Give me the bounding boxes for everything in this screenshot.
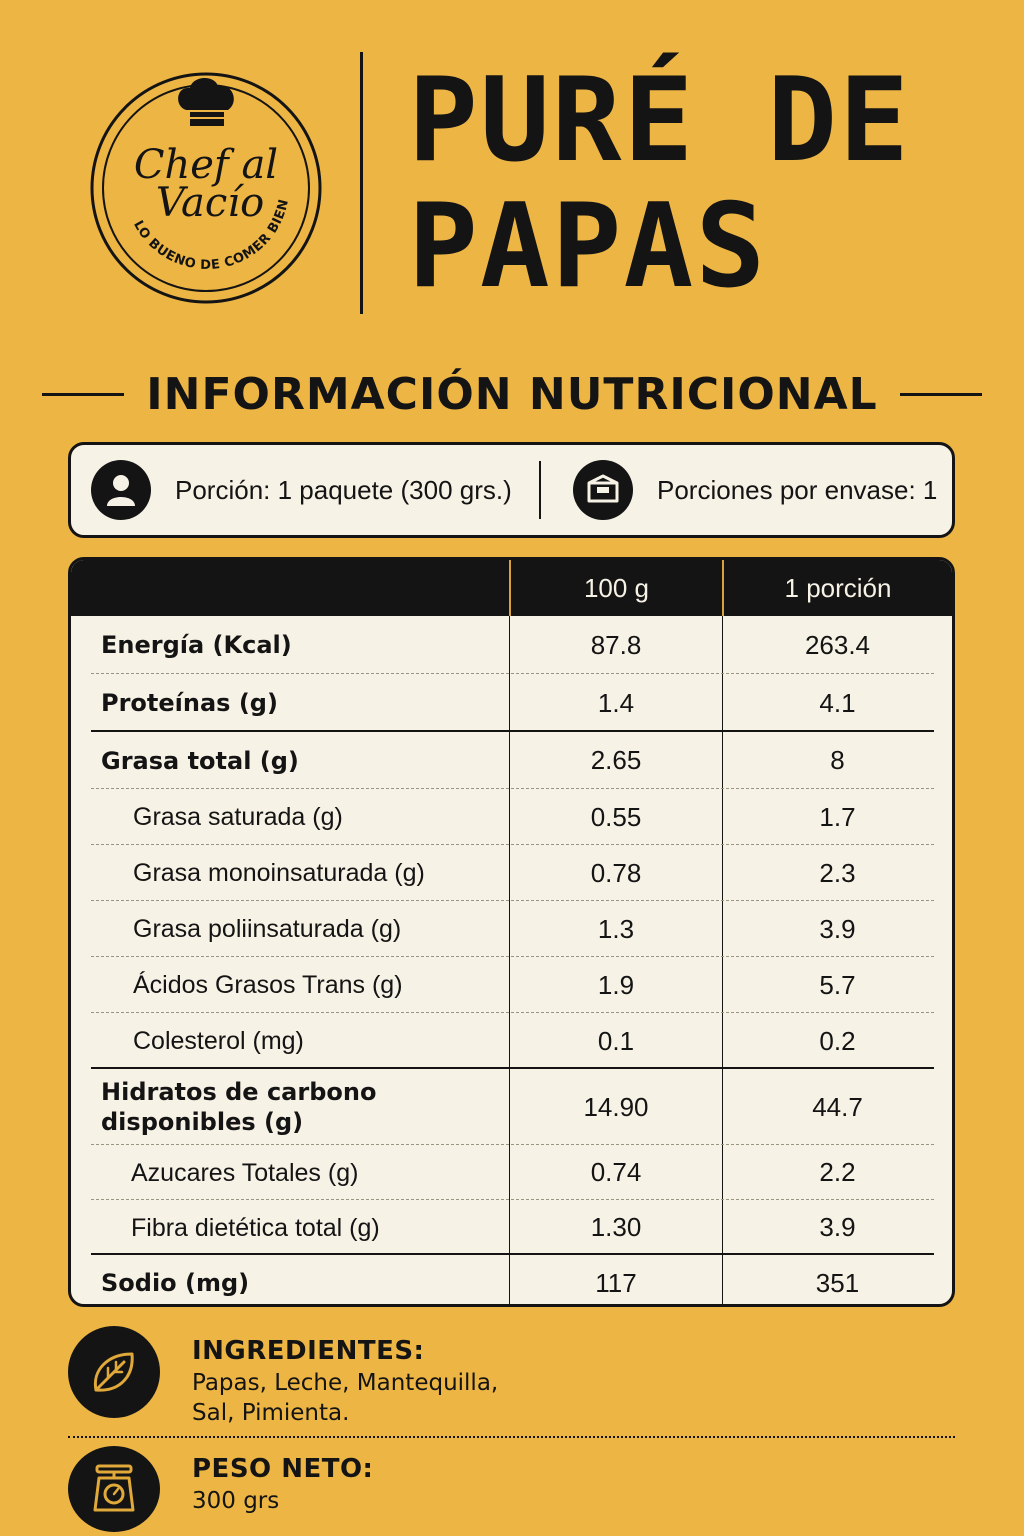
table-row: Grasa total (g) 2.65 8: [71, 732, 952, 789]
nutrient-label: Colesterol (mg): [133, 1027, 304, 1055]
footer-divider: [68, 1436, 955, 1438]
value-per-100g: 1.9: [509, 957, 722, 1013]
chef-hat-icon: [178, 77, 234, 126]
nutrient-label: Grasa total (g): [101, 746, 299, 775]
table-row: Energía (Kcal) 87.8 263.4: [71, 616, 952, 674]
value-per-portion: 3.9: [722, 901, 952, 957]
net-weight-section: PESO NETO: 300 grs: [68, 1446, 373, 1532]
section-heading: INFORMACIÓN NUTRICIONAL: [0, 364, 1024, 424]
heading-rule-left: [42, 392, 125, 396]
value-per-portion: 3.9: [722, 1200, 952, 1255]
nutrient-label: Proteínas (g): [101, 689, 278, 717]
value-per-portion: 2.2: [722, 1145, 952, 1200]
table-row: Grasa poliinsaturada (g) 1.3 3.9: [71, 901, 952, 957]
value-per-100g: 14.90: [509, 1069, 722, 1145]
heading-rule-right: [899, 392, 982, 396]
ingredients-line1: Papas, Leche, Mantequilla,: [192, 1370, 499, 1396]
logo-seal: Chef al Vacío LO BUENO DE COMER BIEN: [90, 72, 322, 304]
nutrient-label: Energía (Kcal): [101, 631, 292, 659]
net-weight-value: 300 grs: [192, 1488, 280, 1514]
value-per-100g: 1.3: [509, 901, 722, 957]
ingredients-title: INGREDIENTES:: [192, 1336, 425, 1366]
logo-script-line2: Vacío: [156, 180, 264, 226]
table-row: Grasa saturada (g) 0.55 1.7: [71, 789, 952, 845]
nutrient-label: Grasa saturada (g): [133, 803, 343, 831]
value-per-portion: 2.3: [722, 845, 952, 901]
header-divider: [360, 52, 363, 314]
ingredients-section: INGREDIENTES: Papas, Leche, Mantequilla,…: [68, 1326, 498, 1428]
nutrient-label: Ácidos Grasos Trans (g): [133, 971, 403, 999]
table-row: Azucares Totales (g) 0.74 2.2: [71, 1145, 952, 1200]
value-per-100g: 1.4: [509, 674, 722, 732]
value-per-100g: 0.55: [509, 789, 722, 845]
net-weight-title: PESO NETO:: [192, 1454, 374, 1484]
nutrient-label: Azucares Totales (g): [131, 1158, 359, 1187]
ingredients-line2: Sal, Pimienta.: [192, 1400, 350, 1426]
value-per-portion: 4.1: [722, 674, 952, 732]
header-per-100g: 100 g: [509, 560, 722, 616]
value-per-portion: 351: [722, 1255, 952, 1304]
nutrition-table: 100 g 1 porción Energía (Kcal) 87.8 263.…: [68, 557, 955, 1307]
product-title: PURÉ DE PAPAS: [408, 58, 1008, 310]
nutrient-label: Grasa monoinsaturada (g): [133, 859, 425, 887]
header-per-portion: 1 porción: [722, 560, 952, 616]
value-per-100g: 117: [509, 1255, 722, 1304]
nutrient-label: Fibra dietética total (g): [131, 1213, 380, 1242]
value-per-100g: 87.8: [509, 616, 722, 674]
person-icon: [91, 460, 151, 520]
nutrient-label: Sodio (mg): [101, 1269, 250, 1297]
header-label-cell: [71, 560, 509, 616]
value-per-100g: 0.74: [509, 1145, 722, 1200]
table-row: Sodio (mg) 117 351: [71, 1255, 952, 1304]
portions-per-pack-item: Porciones por envase: 1: [573, 445, 937, 535]
table-row: Proteínas (g) 1.4 4.1: [71, 674, 952, 732]
brand-logo: Chef al Vacío LO BUENO DE COMER BIEN: [88, 70, 324, 306]
portion-label: Porción: 1 paquete (300 grs.): [175, 474, 512, 505]
table-row: Grasa monoinsaturada (g) 0.78 2.3: [71, 845, 952, 901]
logo-script-line1: Chef al: [134, 142, 278, 188]
value-per-100g: 0.78: [509, 845, 722, 901]
value-per-100g: 0.1: [509, 1013, 722, 1069]
serving-box: Porción: 1 paquete (300 grs.) Porciones …: [68, 442, 955, 538]
nutrient-label: Grasa poliinsaturada (g): [133, 915, 402, 943]
nutrient-label: Hidratos de carbono disponibles (g): [101, 1078, 377, 1136]
value-per-portion: 263.4: [722, 616, 952, 674]
value-per-portion: 44.7: [722, 1069, 952, 1145]
section-heading-text: INFORMACIÓN NUTRICIONAL: [146, 368, 878, 420]
portion-item: Porción: 1 paquete (300 grs.): [91, 445, 539, 535]
value-per-100g: 1.30: [509, 1200, 722, 1255]
value-per-portion: 8: [722, 732, 952, 789]
value-per-portion: 1.7: [722, 789, 952, 845]
nutrition-table-header: 100 g 1 porción: [71, 560, 952, 616]
box-icon: [573, 460, 633, 520]
table-row: Ácidos Grasos Trans (g) 1.9 5.7: [71, 957, 952, 1013]
table-row: Colesterol (mg) 0.1 0.2: [71, 1013, 952, 1069]
product-title-line2: PAPAS: [408, 179, 768, 314]
value-per-100g: 2.65: [509, 732, 722, 789]
table-row: Fibra dietética total (g) 1.30 3.9: [71, 1200, 952, 1255]
serving-separator: [539, 461, 541, 519]
portions-per-pack-label: Porciones por envase: 1: [657, 474, 938, 505]
value-per-portion: 0.2: [722, 1013, 952, 1069]
scale-icon: [68, 1446, 160, 1532]
leaf-icon: [68, 1326, 160, 1418]
value-per-portion: 5.7: [722, 957, 952, 1013]
table-row: Hidratos de carbono disponibles (g) 14.9…: [71, 1069, 952, 1145]
product-title-line1: PURÉ DE: [408, 53, 911, 188]
